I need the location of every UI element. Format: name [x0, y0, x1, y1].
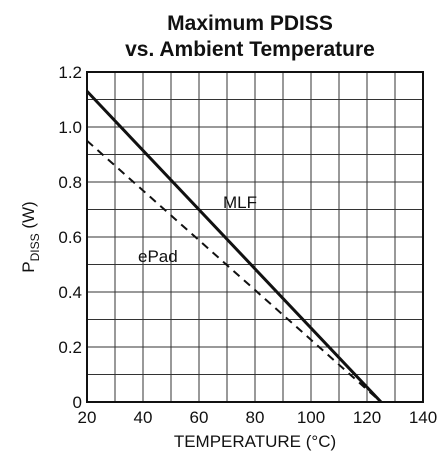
- x-tick-label: 40: [134, 408, 153, 427]
- x-tick-label: 140: [409, 408, 437, 427]
- x-tick-label: 60: [190, 408, 209, 427]
- x-axis-label: TEMPERATURE (°C): [174, 432, 336, 451]
- y-axis-ticks: 0 0.2 0.4 0.6 0.8 1.0 1.2: [58, 63, 82, 412]
- grid: [87, 72, 423, 402]
- series-group: [85, 90, 383, 404]
- x-tick-label: 80: [246, 408, 265, 427]
- plot-frame: [86, 71, 424, 403]
- y-tick-label: 0.6: [58, 228, 82, 247]
- series-line-mlf: [85, 90, 383, 404]
- y-tick-label: 1.2: [58, 63, 82, 82]
- y-axis-label-sub: DISS: [28, 233, 42, 261]
- x-tick-label: 100: [297, 408, 325, 427]
- series-label-mlf: MLF: [223, 193, 257, 212]
- y-tick-label: 0.2: [58, 338, 82, 357]
- chart-subtitle: vs. Ambient Temperature: [125, 38, 375, 61]
- chart-title: Maximum PDISS: [167, 12, 333, 35]
- y-tick-label: 0.4: [58, 283, 82, 302]
- y-axis-label-unit: (W): [19, 201, 38, 233]
- x-axis-ticks: 20 40 60 80 100 120 140: [78, 408, 438, 427]
- y-axis-label: PDISS (W): [19, 201, 42, 272]
- series-label-epad: ePad: [138, 247, 178, 266]
- x-tick-label: 120: [353, 408, 381, 427]
- y-tick-label: 1.0: [58, 118, 82, 137]
- x-tick-label: 20: [78, 408, 97, 427]
- y-axis-label-main: P: [19, 261, 38, 272]
- y-tick-label: 0: [73, 393, 82, 412]
- y-tick-label: 0.8: [58, 173, 82, 192]
- series-line-epad: [86, 140, 382, 403]
